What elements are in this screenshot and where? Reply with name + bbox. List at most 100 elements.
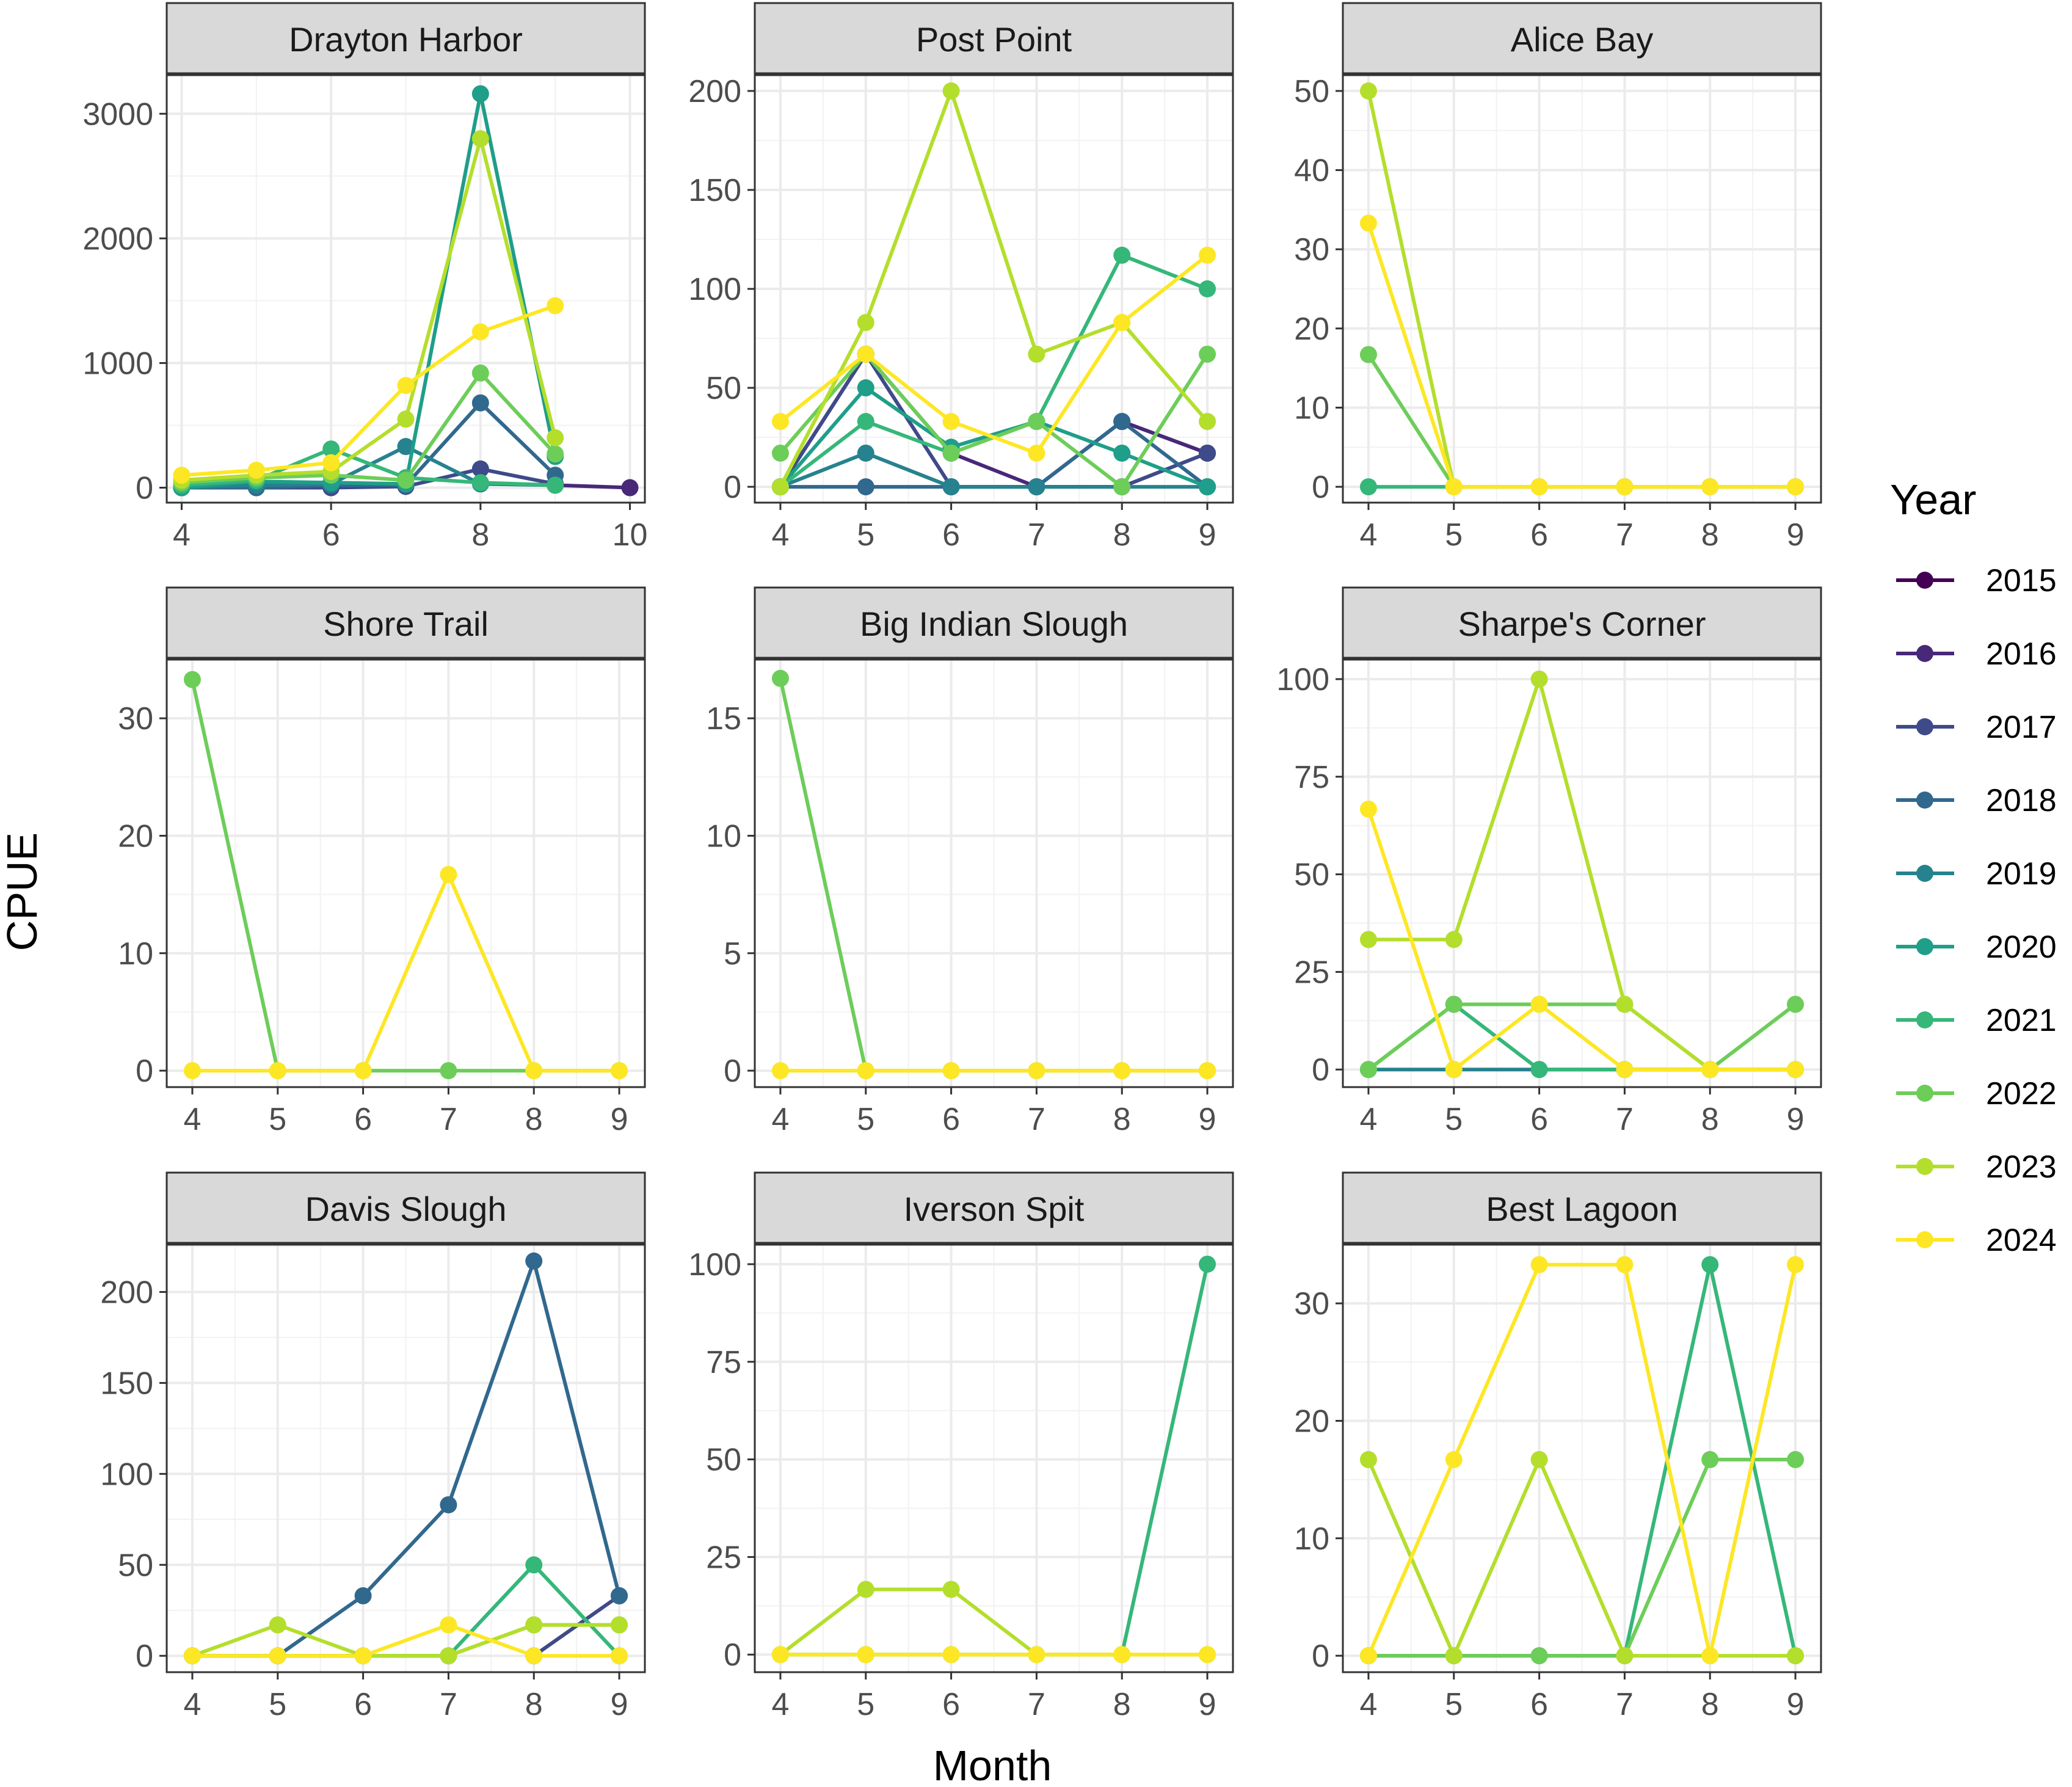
data-point-2022 xyxy=(1787,1450,1805,1468)
data-point-2016 xyxy=(621,479,639,497)
x-tick-label: 9 xyxy=(611,1687,628,1722)
y-tick-label: 150 xyxy=(688,173,741,208)
data-point-2020 xyxy=(471,85,489,103)
data-point-2023 xyxy=(1359,82,1377,100)
panel-title: Drayton Harbor xyxy=(289,20,523,59)
panel-border xyxy=(1342,74,1822,504)
legend-item: 2018 xyxy=(1896,783,2057,818)
x-tick-label: 7 xyxy=(440,1687,457,1722)
x-tick-label: 9 xyxy=(1787,517,1805,553)
panel-strip xyxy=(165,2,646,75)
x-tick-label: 7 xyxy=(1616,1687,1634,1722)
data-point-2021 xyxy=(857,413,874,431)
legend-item: 2016 xyxy=(1896,636,2057,672)
x-tick-label: 6 xyxy=(1530,1687,1548,1722)
y-tick-label: 200 xyxy=(100,1275,153,1310)
panel-strip xyxy=(754,1171,1234,1244)
data-point-2024 xyxy=(1113,314,1131,332)
data-point-2024 xyxy=(771,1062,789,1080)
data-point-2024 xyxy=(247,461,265,479)
series-line-2024 xyxy=(1367,1262,1798,1658)
data-point-2024 xyxy=(857,1646,874,1664)
y-tick-label: 10 xyxy=(118,936,153,972)
x-tick-label: 9 xyxy=(1199,1687,1216,1722)
x-tick-label: 5 xyxy=(269,1687,286,1722)
panel-davis-slough: Davis Slough 4 5 6 7 8 9 0 50 100 150 200 xyxy=(100,1171,646,1722)
series-line-2019 xyxy=(779,451,1208,489)
x-tick-label: 8 xyxy=(1701,517,1719,553)
y-tick-label: 10 xyxy=(1294,1521,1329,1557)
panel-strip xyxy=(165,586,646,659)
y-tick-label: 100 xyxy=(100,1457,153,1492)
data-point-2019 xyxy=(397,438,415,456)
x-tick-label: 6 xyxy=(1530,517,1548,553)
y-tick-label: 0 xyxy=(136,1639,153,1674)
series-line-2024 xyxy=(181,304,556,478)
x-tick-label: 6 xyxy=(322,517,340,553)
data-point-2022 xyxy=(547,445,564,463)
data-point-2024 xyxy=(471,323,489,341)
legend-label: 2019 xyxy=(1986,856,2057,892)
series-line-2023 xyxy=(191,1623,620,1658)
data-point-2024 xyxy=(1530,1256,1548,1273)
legend-label: 2024 xyxy=(1986,1223,2057,1258)
series-line-2024 xyxy=(192,872,620,1073)
data-point-2022 xyxy=(771,669,789,687)
data-point-2024 xyxy=(1787,1256,1805,1273)
legend-key-point xyxy=(1916,938,1933,955)
data-point-2022 xyxy=(1359,1061,1377,1079)
panel-border xyxy=(1342,1243,1822,1673)
data-point-2024 xyxy=(942,1646,960,1664)
x-tick-label: 5 xyxy=(1445,1102,1463,1137)
gridlines xyxy=(755,75,1233,503)
panel-strip xyxy=(1342,1171,1822,1244)
data-point-2023 xyxy=(857,1581,874,1598)
y-tick-label: 0 xyxy=(1312,1639,1329,1674)
x-tick-label: 9 xyxy=(1199,517,1216,553)
data-point-2024 xyxy=(1359,800,1377,818)
series-line-2024 xyxy=(192,1623,620,1658)
series-layer xyxy=(771,82,1216,496)
legend-key-point xyxy=(1916,572,1933,589)
x-tick-label: 8 xyxy=(1113,1687,1131,1722)
legend-label: 2016 xyxy=(1986,636,2057,672)
x-tick-label: 6 xyxy=(942,517,960,553)
panel-border xyxy=(165,1243,646,1673)
panel-strip xyxy=(1342,586,1822,659)
panel-shore-trail: Shore Trail 4 5 6 7 8 9 0 10 20 30 xyxy=(118,586,646,1137)
x-tick-label: 8 xyxy=(1113,517,1131,553)
data-point-2024 xyxy=(1701,478,1719,496)
y-axis-title: CPUE xyxy=(0,832,46,951)
data-point-2024 xyxy=(1701,1647,1719,1665)
data-point-2018 xyxy=(1113,413,1131,431)
data-point-2024 xyxy=(1028,1062,1045,1080)
legend-item: 2015 xyxy=(1896,563,2057,599)
data-point-2024 xyxy=(440,865,457,883)
y-tick-label: 25 xyxy=(706,1540,741,1575)
x-tick-label: 9 xyxy=(1787,1687,1805,1722)
data-point-2024 xyxy=(1616,1061,1634,1079)
y-tick-label: 40 xyxy=(1294,153,1329,189)
panel-title: Best Lagoon xyxy=(1486,1190,1678,1228)
legend-key-point xyxy=(1916,718,1933,735)
data-point-2022 xyxy=(1445,995,1463,1013)
data-point-2019 xyxy=(942,478,960,496)
data-point-2023 xyxy=(1359,1450,1377,1468)
y-tick-label: 50 xyxy=(1294,74,1329,109)
data-point-2024 xyxy=(1199,246,1216,264)
y-tick-label: 50 xyxy=(118,1548,153,1583)
data-point-2021 xyxy=(525,1556,543,1574)
y-tick-label: 0 xyxy=(136,1054,153,1089)
x-tick-label: 9 xyxy=(1787,1102,1805,1137)
panel-strip xyxy=(1342,2,1822,75)
x-tick-label: 8 xyxy=(1701,1102,1719,1137)
data-point-2023 xyxy=(1199,413,1216,431)
panel-border xyxy=(754,74,1234,504)
x-tick-label: 6 xyxy=(1530,1102,1548,1137)
data-point-2018 xyxy=(857,478,874,496)
data-point-2024 xyxy=(1359,1647,1377,1665)
data-point-2023 xyxy=(1530,670,1548,688)
x-tick-label: 7 xyxy=(1028,517,1045,553)
data-point-2023 xyxy=(1028,345,1045,363)
